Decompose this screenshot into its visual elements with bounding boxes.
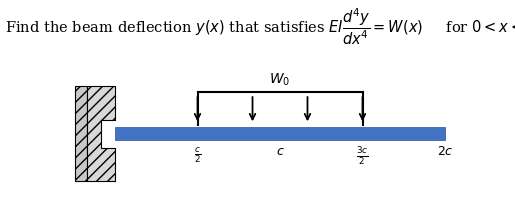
Text: $\frac{3c}{2}$: $\frac{3c}{2}$ [356,145,369,167]
Bar [115,127,445,140]
Text: Find the beam deflection $y(x)$ that satisfies $EI\dfrac{d^4y}{dx^4} = W(x)$    : Find the beam deflection $y(x)$ that sat… [5,6,515,47]
Text: $\frac{c}{2}$: $\frac{c}{2}$ [194,145,201,165]
Text: $W_0$: $W_0$ [269,72,290,88]
Polygon shape [87,86,115,181]
Text: $c$: $c$ [276,145,284,158]
Text: $2c$: $2c$ [437,145,453,158]
Bar [75,86,87,181]
